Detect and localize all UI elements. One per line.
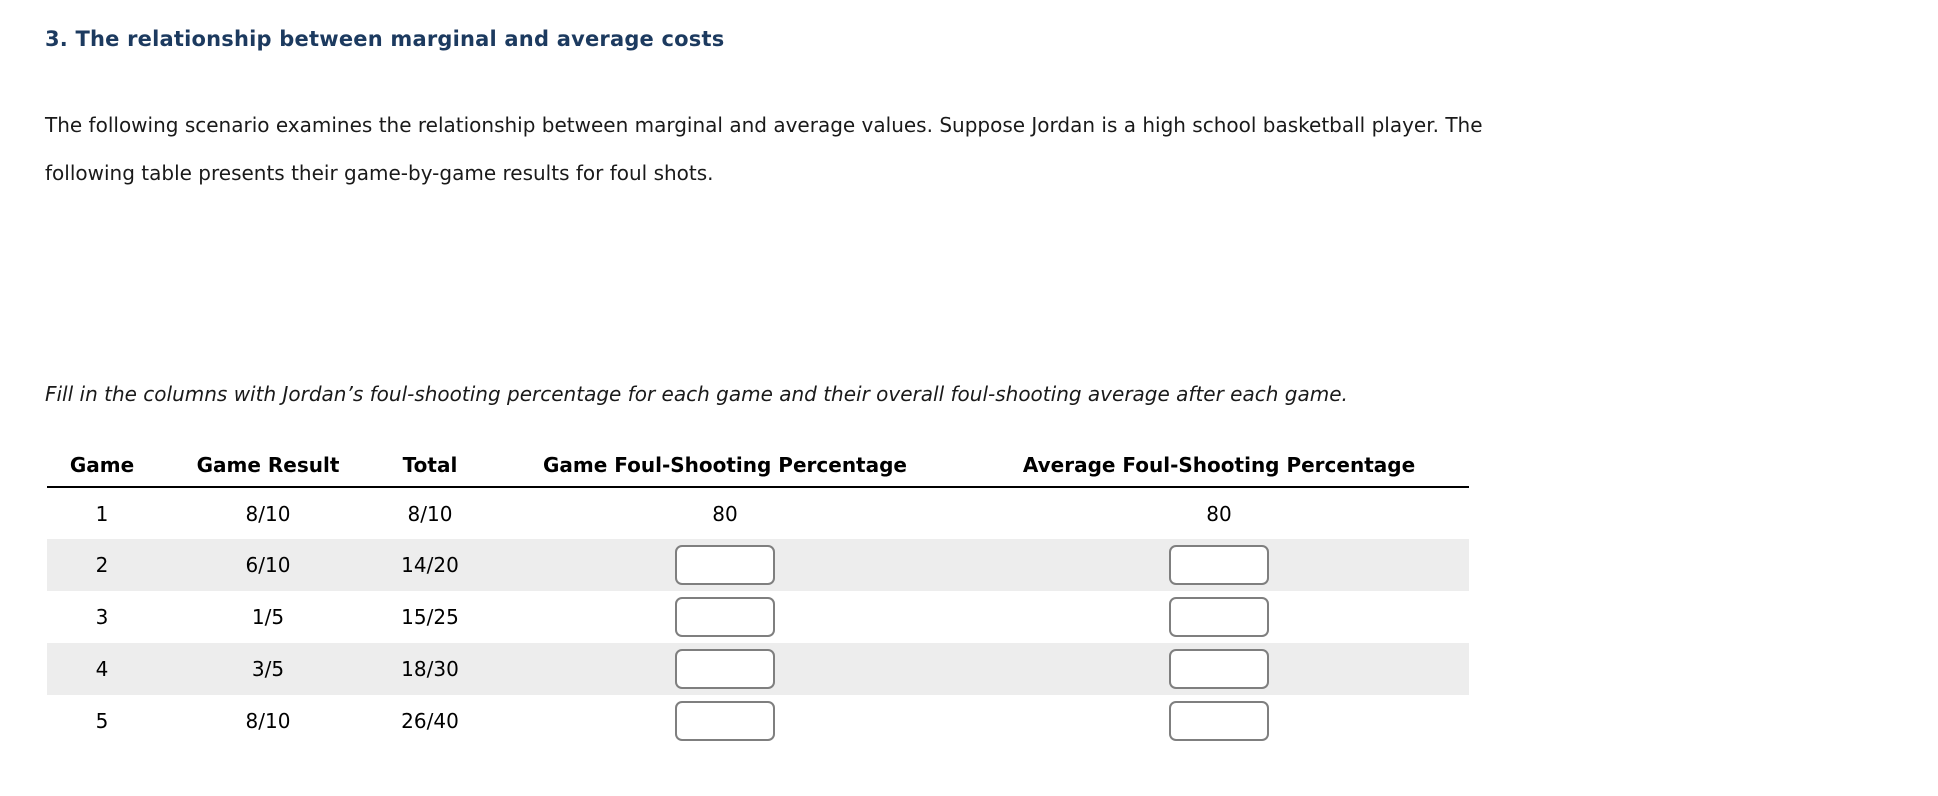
fill-in-instruction: Fill in the columns with Jordan’s foul-s…	[45, 382, 1348, 406]
col-header-game: Game	[47, 447, 157, 488]
cell-total: 8/10	[407, 501, 453, 526]
cell-game-pct: 80	[712, 501, 738, 526]
cell-avg-pct: 80	[1206, 501, 1232, 526]
cell-total: 15/25	[401, 605, 459, 629]
cell-game-result: 8/10	[245, 709, 291, 733]
cell-total: 18/30	[401, 657, 459, 681]
cell-game: 4	[95, 657, 109, 681]
cell-game: 3	[95, 605, 109, 629]
col-header-game-foul-shooting-percentage: Game Foul-Shooting Percentage	[481, 447, 969, 488]
cell-game-pct	[481, 695, 969, 747]
cell-game-pct	[481, 643, 969, 695]
scenario-paragraph: The following scenario examines the rela…	[45, 101, 1893, 197]
col-header-average-foul-shooting-percentage: Average Foul-Shooting Percentage	[969, 447, 1469, 488]
game-pct-input[interactable]	[675, 701, 775, 741]
avg-pct-input[interactable]	[1169, 649, 1269, 689]
game-pct-input[interactable]	[675, 545, 775, 585]
exercise-page: 3. The relationship between marginal and…	[45, 27, 1893, 747]
cell-avg-pct	[969, 643, 1469, 695]
cell-game-pct	[481, 539, 969, 591]
cell-avg-pct	[969, 539, 1469, 591]
cell-avg-pct	[969, 695, 1469, 747]
cell-game: 2	[95, 553, 109, 577]
cell-game-pct	[481, 591, 969, 643]
cell-total: 14/20	[401, 553, 459, 577]
avg-pct-input[interactable]	[1169, 545, 1269, 585]
cell-game-result: 1/5	[251, 605, 285, 629]
scenario-line-2: following table presents their game-by-g…	[45, 161, 714, 185]
col-header-game-result: Game Result	[157, 447, 379, 488]
table-row: 2 6/10 14/20	[47, 539, 1469, 591]
table-row: 5 8/10 26/40	[47, 695, 1469, 747]
table-header-row: Game Game Result Total Game Foul-Shootin…	[47, 447, 1469, 488]
cell-game: 5	[95, 709, 109, 733]
cell-game-result: 6/10	[245, 553, 291, 577]
game-pct-input[interactable]	[675, 597, 775, 637]
cell-game-result: 8/10	[245, 501, 291, 526]
cell-total: 26/40	[401, 709, 459, 733]
cell-game-result: 3/5	[251, 657, 285, 681]
foul-shooting-table: Game Game Result Total Game Foul-Shootin…	[47, 447, 1469, 747]
game-pct-input[interactable]	[675, 649, 775, 689]
cell-game: 1	[95, 501, 109, 526]
cell-avg-pct	[969, 591, 1469, 643]
table-row: 4 3/5 18/30	[47, 643, 1469, 695]
col-header-total: Total	[379, 447, 481, 488]
table-row: 1 8/10 8/10 80 80	[47, 487, 1469, 539]
avg-pct-input[interactable]	[1169, 597, 1269, 637]
question-title: 3. The relationship between marginal and…	[45, 27, 725, 51]
scenario-line-1: The following scenario examines the rela…	[45, 113, 1483, 137]
avg-pct-input[interactable]	[1169, 701, 1269, 741]
table-row: 3 1/5 15/25	[47, 591, 1469, 643]
